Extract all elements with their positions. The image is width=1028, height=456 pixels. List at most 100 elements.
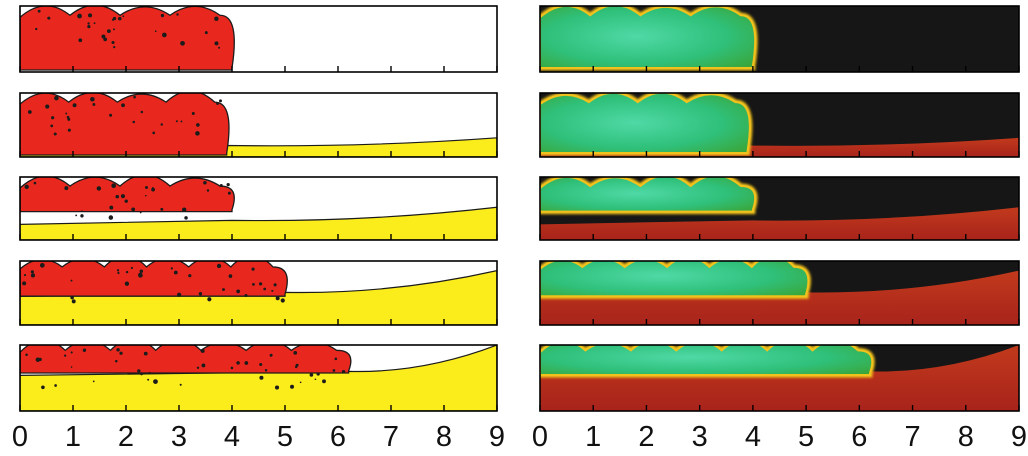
mixing-eddy [87, 22, 90, 25]
mixing-eddy [22, 281, 27, 286]
mixing-eddy [309, 373, 314, 377]
panel-frame [539, 260, 1020, 326]
mixing-eddy [125, 270, 129, 274]
mixing-eddy [116, 348, 120, 352]
mixing-eddy [92, 380, 95, 383]
mixing-eddy [271, 289, 274, 292]
left-panel-row-5 [19, 344, 498, 412]
mixing-eddy [227, 191, 231, 195]
mixing-eddy [259, 375, 264, 380]
mixing-eddy [111, 18, 115, 21]
mixing-eddy [72, 103, 77, 108]
mixing-eddy [258, 282, 263, 286]
x-tick-label: 0 [532, 421, 548, 453]
mixing-eddy [121, 103, 125, 108]
gravity-current [20, 345, 352, 374]
mixing-eddy [27, 110, 32, 114]
ambient-fluid-layer [540, 345, 1019, 411]
x-tick-label: 0 [12, 421, 28, 453]
mixing-eddy [111, 183, 116, 189]
mixing-eddy [37, 9, 41, 13]
current-core [540, 261, 810, 298]
panel-ticks [539, 151, 1020, 157]
x-tick-label: 5 [277, 421, 293, 453]
mixing-eddy [206, 189, 210, 192]
x-tick-label: 3 [171, 421, 187, 453]
panel-frame [19, 260, 498, 326]
mixing-eddy [70, 366, 73, 368]
mixing-eddy [196, 366, 200, 370]
mixing-eddy [334, 357, 338, 361]
mixing-eddy [87, 25, 91, 29]
panel-frame [19, 344, 498, 412]
mixing-eddy [139, 269, 144, 273]
mixing-eddy [236, 361, 240, 365]
mixing-eddy [139, 372, 144, 376]
mixing-eddy [252, 282, 255, 286]
mixing-eddy [264, 369, 268, 372]
mixing-eddy [47, 16, 51, 20]
mixing-eddy [182, 207, 187, 212]
mixing-eddy [144, 194, 147, 197]
mixing-eddy [218, 46, 221, 49]
mixing-eddy [244, 293, 248, 298]
mixing-eddy [113, 28, 115, 31]
mixing-eddy [216, 263, 222, 269]
mixing-eddy [67, 117, 71, 121]
mixing-eddy [116, 269, 120, 272]
mixing-eddy [299, 381, 302, 384]
panel-ticks [539, 234, 1020, 240]
mixing-eddy [228, 274, 233, 278]
mixing-eddy [90, 96, 95, 102]
x-tick-label: 7 [383, 421, 399, 453]
panel-frame [539, 92, 1020, 158]
mixing-eddy [131, 207, 136, 212]
current-core [540, 177, 757, 213]
x-tick-label: 2 [638, 421, 654, 453]
panel-frame [19, 92, 498, 158]
mixing-eddy [269, 353, 273, 357]
mixing-eddy [177, 292, 182, 297]
mixing-eddy [198, 292, 203, 296]
mixing-eddy [316, 372, 320, 376]
mixing-eddy [160, 207, 164, 211]
mixing-eddy [130, 266, 134, 270]
mixing-eddy [54, 95, 59, 101]
mixing-eddy [53, 132, 57, 136]
panel-ticks [539, 405, 1020, 411]
mixing-eddy [81, 210, 83, 213]
mixing-eddy [295, 363, 299, 367]
mixing-eddy [173, 270, 178, 275]
x-tick-label: 1 [585, 421, 601, 453]
x-tick-label: 1 [65, 421, 81, 453]
mixing-eddy [35, 357, 41, 362]
mixing-eddy [118, 16, 122, 21]
panel-ticks [19, 151, 498, 157]
mixing-eddy [216, 101, 220, 105]
mixing-eddy [259, 362, 263, 367]
x-tick-label: 2 [118, 421, 134, 453]
panel-ticks [539, 319, 1020, 325]
mixing-eddy [33, 181, 37, 185]
mixing-eddy [25, 353, 28, 357]
mixing-eddy [204, 31, 208, 35]
mixing-eddy [195, 131, 200, 136]
mixing-eddy [120, 194, 125, 199]
mixing-eddy [214, 41, 219, 46]
mixing-eddy [67, 128, 71, 132]
mixing-eddy [70, 351, 73, 354]
mixing-eddy [275, 296, 280, 301]
mixing-eddy [214, 16, 219, 21]
left-panel-row-2 [19, 92, 498, 158]
mixing-eddy [113, 46, 116, 49]
mixing-eddy [226, 182, 230, 187]
panel-ticks [19, 405, 498, 411]
mixing-eddy [140, 110, 144, 114]
mixing-eddy [54, 384, 57, 387]
panel-frame [539, 5, 1020, 73]
mixing-eddy [66, 115, 70, 119]
mixing-eddy [115, 194, 120, 199]
mixing-eddy [180, 40, 185, 46]
mixing-eddy [50, 124, 54, 128]
